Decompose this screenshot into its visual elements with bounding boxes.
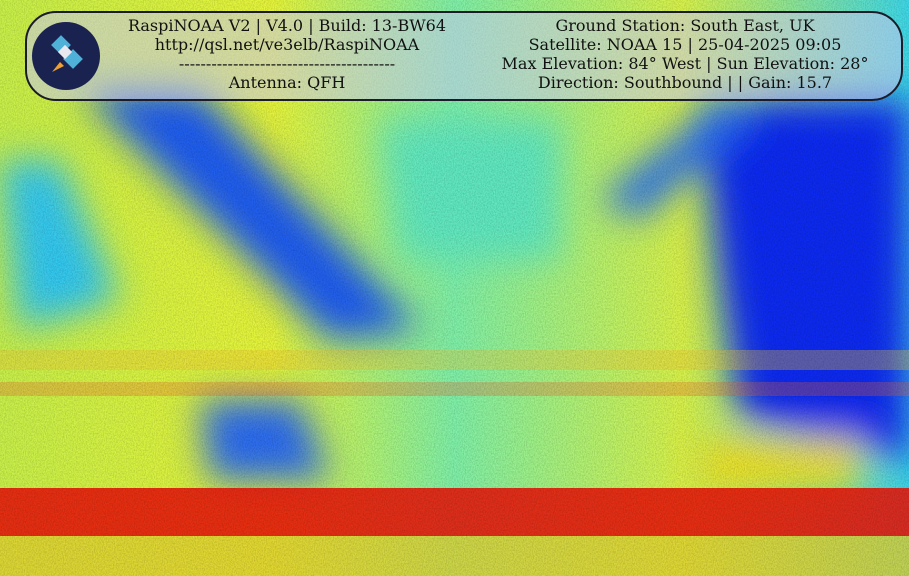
header-line: Direction: Southbound | | Gain: 15.7 <box>537 73 833 92</box>
header-line: ---------------------------------------- <box>178 54 396 73</box>
header-line: Antenna: QFH <box>228 73 346 92</box>
header-line: Satellite: NOAA 15 | 25-04-2025 09:05 <box>528 35 842 54</box>
header-panel <box>25 11 903 101</box>
header-right: Ground Station: South East, UK Satellite… <box>480 16 890 92</box>
header-line: Ground Station: South East, UK <box>555 16 815 35</box>
logo <box>32 22 100 90</box>
header-left: RaspiNOAA V2 | V4.0 | Build: 13-BW64 htt… <box>110 16 464 92</box>
header-line: http://qsl.net/ve3elb/RaspiNOAA <box>154 35 420 54</box>
header-line: Max Elevation: 84° West | Sun Elevation:… <box>501 54 869 73</box>
header-line: RaspiNOAA V2 | V4.0 | Build: 13-BW64 <box>127 16 447 35</box>
